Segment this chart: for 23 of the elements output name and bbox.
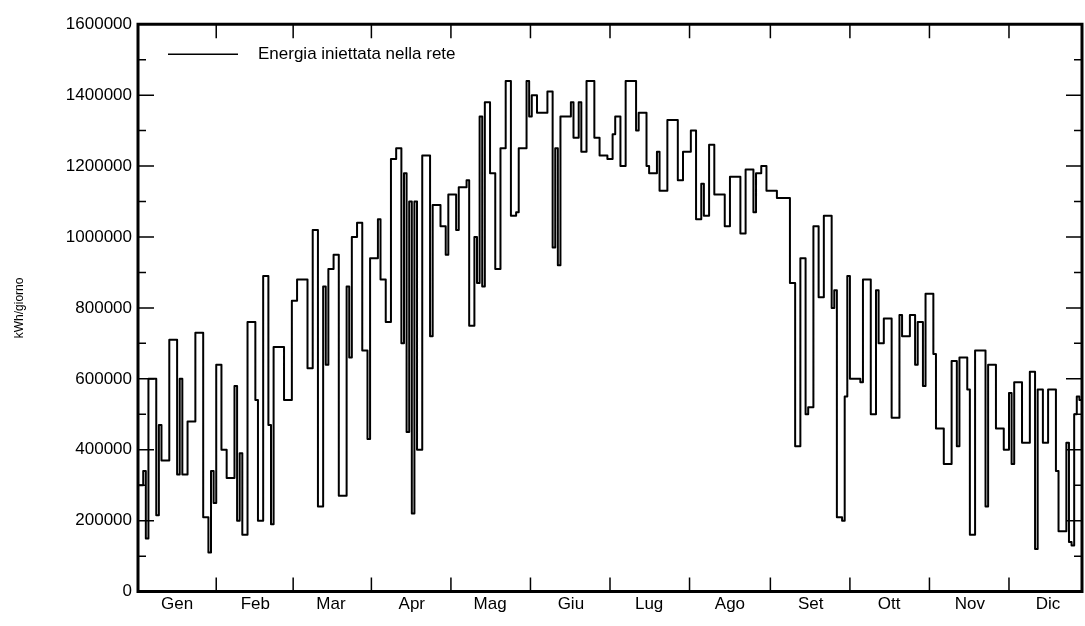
y-axis-title: kWh/giorno [11, 277, 26, 339]
y-tick-label: 600000 [75, 368, 132, 388]
y-tick-label: 1400000 [65, 84, 132, 104]
x-tick-label: Dic [1035, 594, 1061, 614]
legend-label: Energia iniettata nella rete [258, 43, 456, 63]
y-tick-label: 1600000 [65, 13, 132, 33]
y-tick-label: 0 [122, 581, 132, 601]
x-tick-label: Set [798, 594, 824, 614]
x-tick-label: Apr [398, 594, 426, 614]
y-tick-label: 400000 [75, 439, 132, 459]
x-tick-label: Ago [714, 594, 746, 614]
x-tick-label: Ott [877, 594, 901, 614]
x-tick-label: Mar [316, 594, 346, 614]
x-tick-label: Nov [954, 594, 986, 614]
y-tick-label: 800000 [75, 297, 132, 317]
x-tick-label: Feb [240, 594, 270, 614]
x-tick-label: Giu [557, 594, 585, 614]
y-tick-label: 1200000 [65, 155, 132, 175]
x-tick-label: Gen [161, 594, 194, 614]
x-tick-label: Mag [473, 594, 507, 614]
x-tick-label: Lug [634, 594, 664, 614]
y-tick-label: 1000000 [65, 226, 132, 246]
y-tick-label: 200000 [75, 510, 132, 530]
